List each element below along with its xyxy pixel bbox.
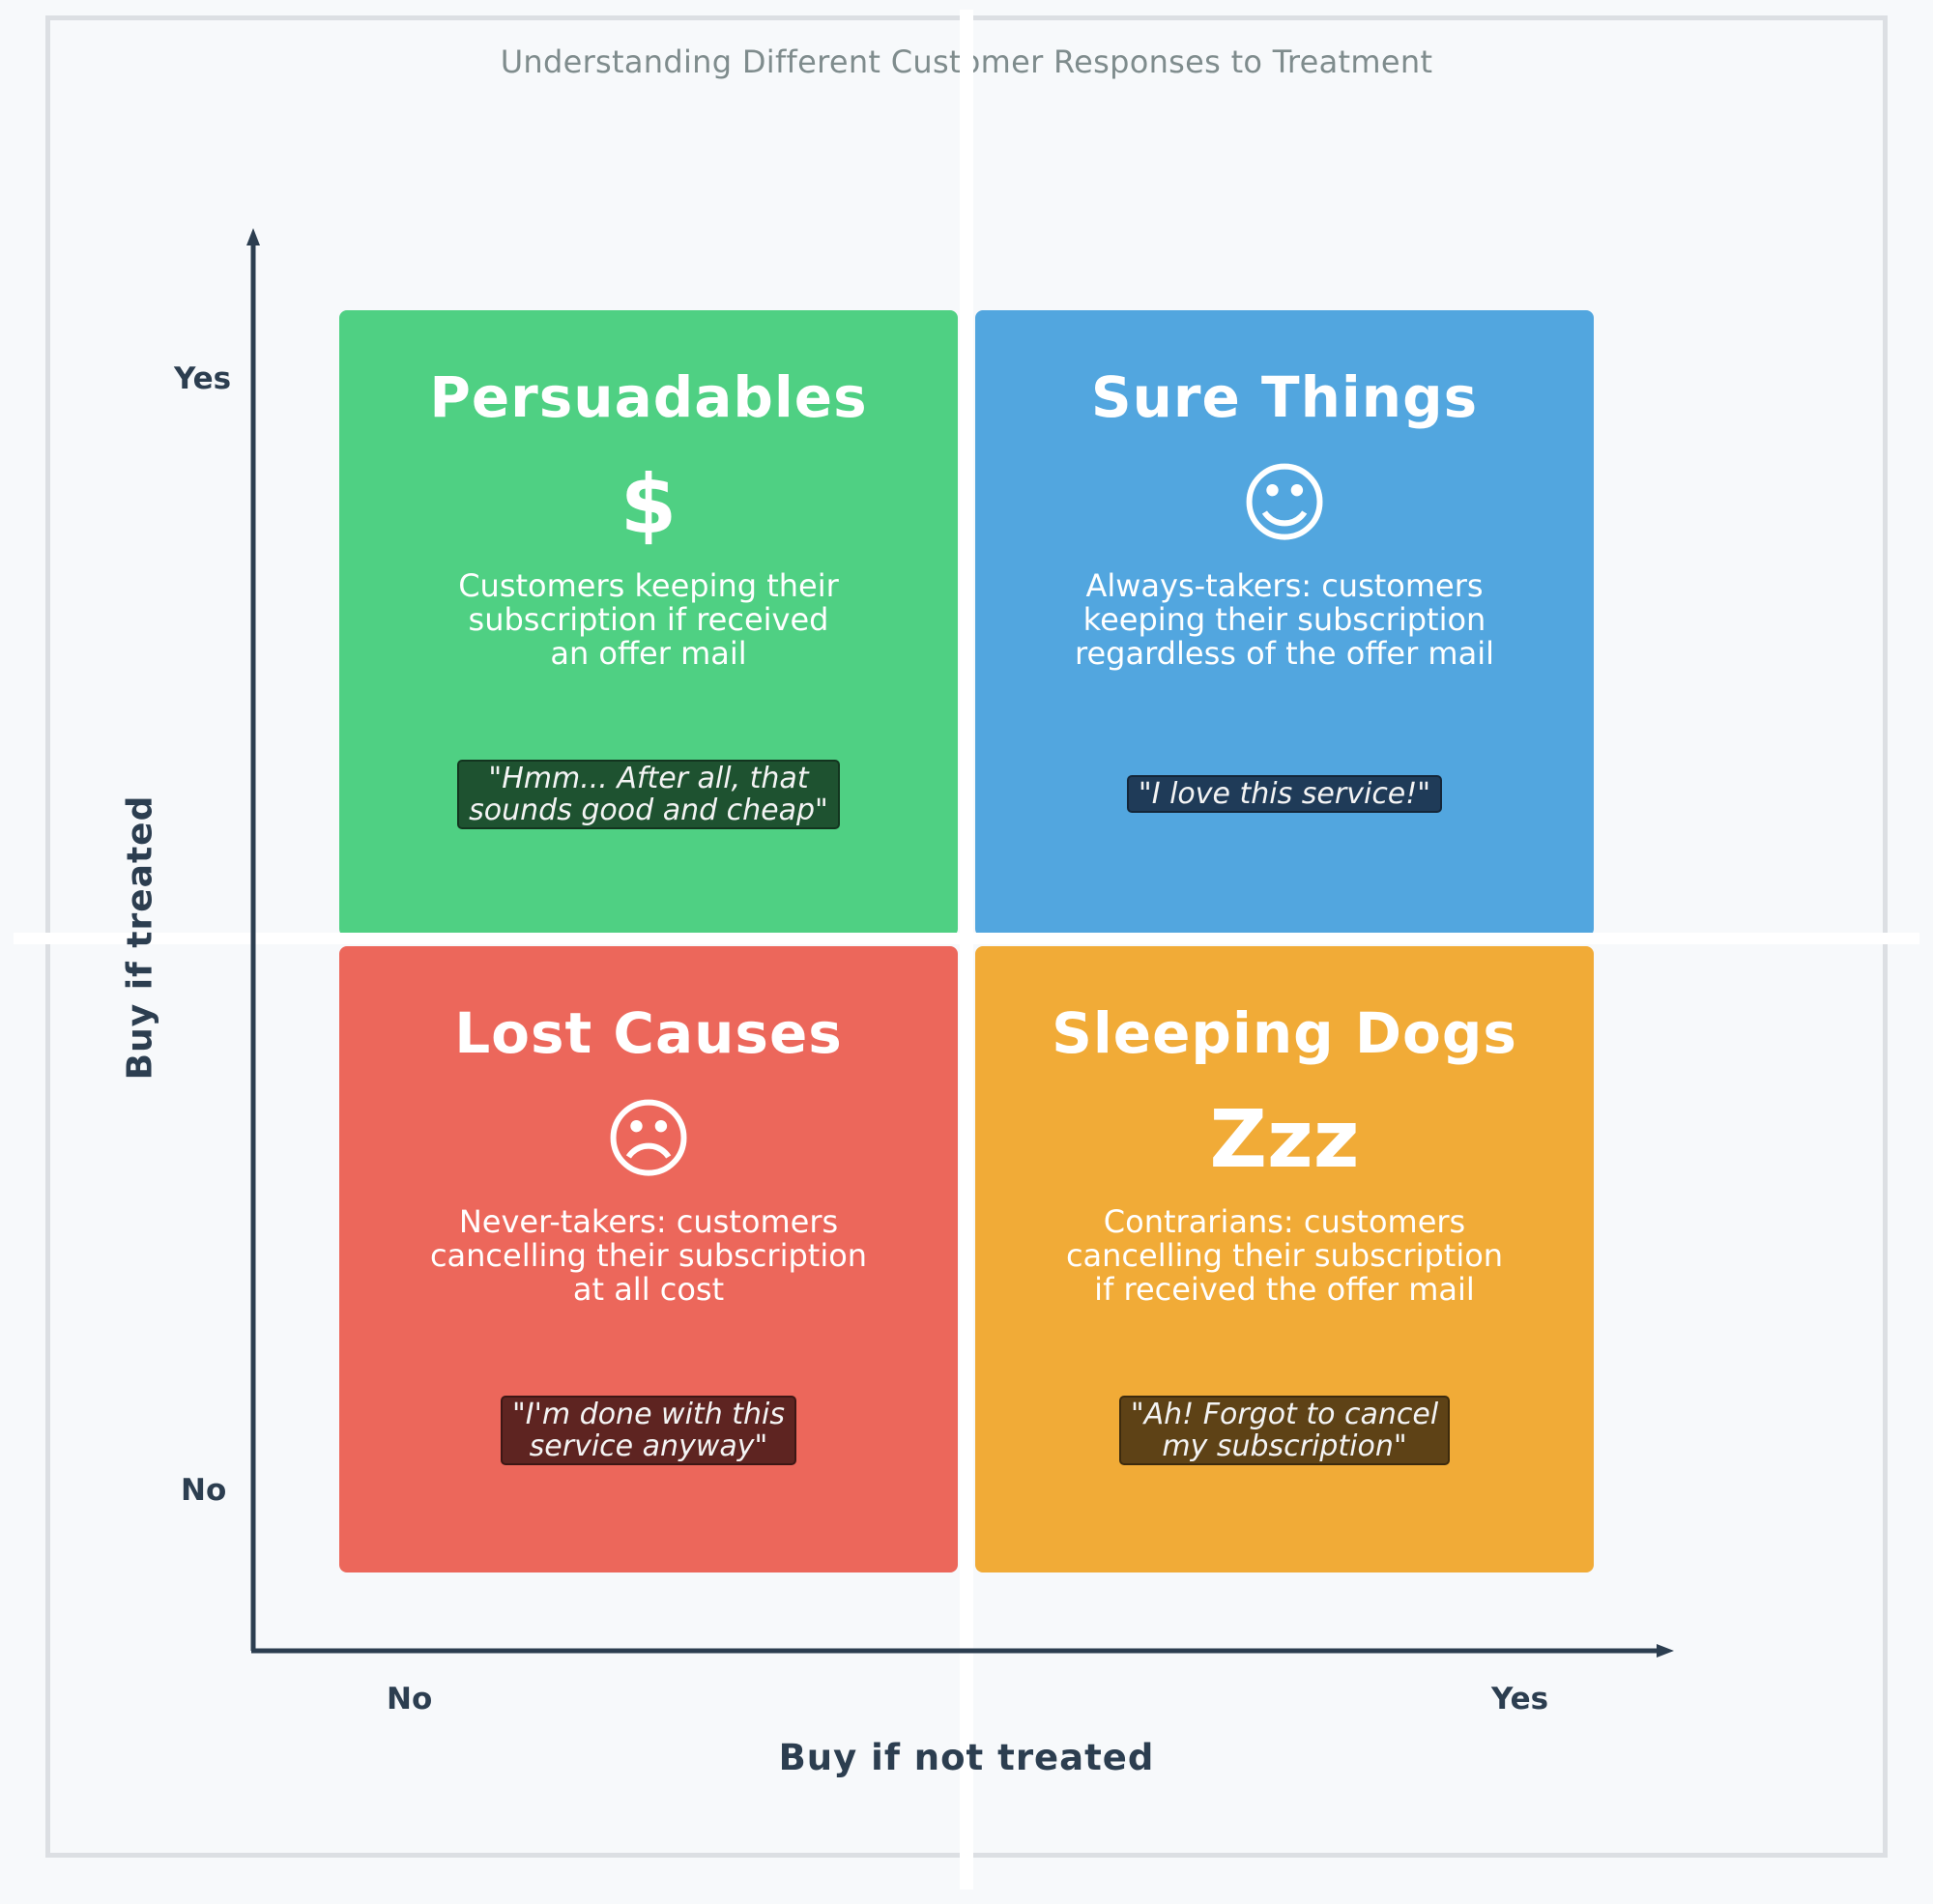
- dollar-glyph: $: [620, 457, 678, 552]
- quadrant-quote: "Ah! Forgot to cancel my subscription": [1118, 1396, 1451, 1465]
- smiley-face-icon: ☺: [975, 461, 1594, 548]
- y-tick-no: No: [181, 1473, 227, 1508]
- quadrant-quote: "I'm done with this service anyway": [501, 1396, 796, 1465]
- y-axis-label: Buy if treated: [120, 794, 160, 1081]
- frowning-face-icon: ☹: [339, 1097, 958, 1184]
- vertical-divider: [960, 10, 973, 1890]
- quadrant-description: Customers keeping their subscription if …: [458, 567, 839, 672]
- y-tick-yes: Yes: [174, 361, 232, 396]
- frown-glyph: ☹: [603, 1089, 694, 1191]
- quadrant-quote: "Hmm... After all, that sounds good and …: [457, 760, 840, 829]
- x-tick-yes: Yes: [1491, 1682, 1549, 1716]
- dollar-sign-icon: $: [339, 461, 958, 548]
- quadrant-sure-things: Sure Things ☺ Always-takers: customers k…: [975, 310, 1594, 937]
- y-axis-arrowhead: [246, 228, 260, 245]
- x-axis-arrowhead: [1657, 1644, 1674, 1658]
- zzz-glyph: Zzz: [1209, 1094, 1360, 1186]
- smiley-glyph: ☺: [1239, 453, 1330, 555]
- quadrant-title: Sleeping Dogs: [1052, 1000, 1517, 1066]
- quadrant-title: Lost Causes: [454, 1000, 843, 1066]
- sleep-zzz-icon: Zzz: [975, 1097, 1594, 1184]
- quadrant-lost-causes: Lost Causes ☹ Never-takers: customers ca…: [339, 946, 958, 1572]
- x-tick-no: No: [387, 1682, 433, 1716]
- quadrant-title: Sure Things: [1090, 364, 1479, 430]
- quadrant-quote: "I love this service!": [1126, 775, 1443, 813]
- quadrant-description: Contrarians: customers cancelling their …: [1065, 1203, 1504, 1308]
- quadrant-sleeping-dogs: Sleeping Dogs Zzz Contrarians: customers…: [975, 946, 1594, 1572]
- quadrant-persuadables: Persuadables $ Customers keeping their s…: [339, 310, 958, 937]
- quadrant-description: Always-takers: customers keeping their s…: [1075, 567, 1494, 672]
- quadrant-description: Never-takers: customers cancelling their…: [429, 1203, 868, 1308]
- x-axis-label: Buy if not treated: [778, 1737, 1155, 1778]
- quadrant-title: Persuadables: [429, 364, 868, 430]
